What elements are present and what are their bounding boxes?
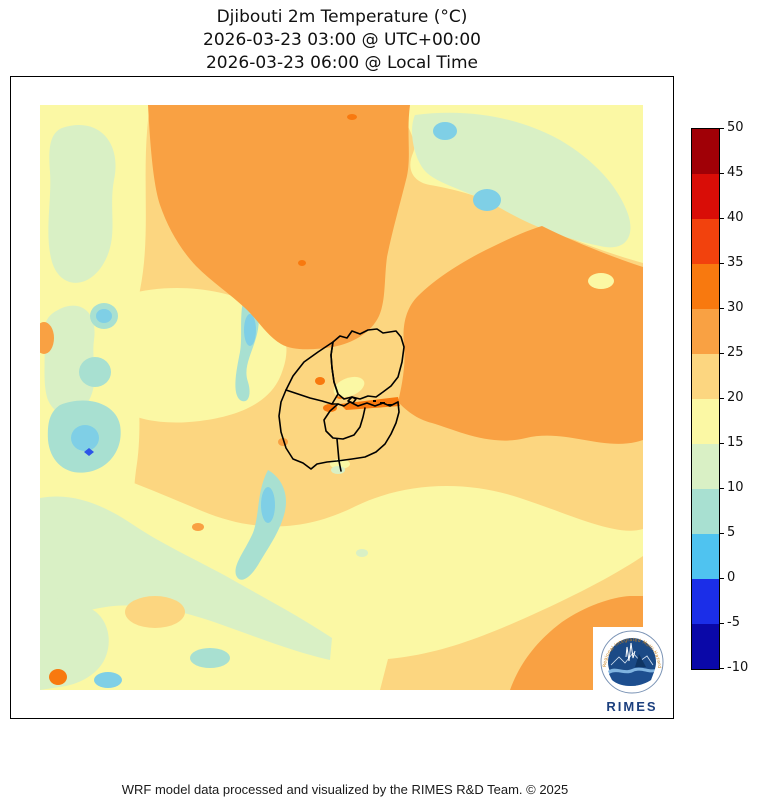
map-region-orange-sea — [398, 226, 643, 444]
temperature-contour-map — [40, 105, 643, 690]
map-region-northeast-green — [412, 112, 631, 248]
colorbar-band-30-35 — [692, 264, 719, 309]
waves-dark-icon — [609, 670, 654, 686]
map-region-west-green-north — [48, 125, 116, 283]
colorbar-label: -5 — [727, 615, 740, 630]
colorbar-label: 30 — [727, 300, 744, 315]
map-region-west-green-mid — [43, 305, 95, 416]
colorbar-tick — [719, 668, 724, 669]
map-region-coldest-dot — [84, 448, 94, 456]
colorbar-label: 25 — [727, 345, 744, 360]
colorbar-tick — [719, 128, 724, 129]
colorbar-label: 35 — [727, 255, 744, 270]
map-region-hot-spot-3 — [315, 377, 325, 385]
colorbar-label: -10 — [727, 660, 749, 675]
map-region-southwest-green-diagonal — [40, 496, 332, 660]
map-region-cold-spot-3 — [261, 487, 275, 523]
colorbar-tick — [719, 533, 724, 534]
colorbar-tick — [719, 488, 724, 489]
district-border-arta-divider — [336, 438, 340, 462]
colorbar-tick — [719, 173, 724, 174]
map-region-hot-spot-4 — [49, 669, 67, 685]
colorbar-label: 15 — [727, 435, 744, 450]
colorbar-tick — [719, 578, 724, 579]
colorbar-label: 20 — [727, 390, 744, 405]
map-region-green-dot-1 — [356, 549, 368, 557]
colorbar-band-35-40 — [692, 219, 719, 264]
map-region-southwest-green-corner — [40, 598, 109, 690]
map-region-hot-spot-1 — [323, 404, 337, 412]
logo-wordmark: RIMES — [606, 699, 658, 714]
rimes-logo-emblem: Regional Integrated Multi-Hazard Early W… — [591, 623, 664, 694]
colorbar-label: 10 — [727, 480, 744, 495]
colorbar-label: 0 — [727, 570, 736, 585]
colorbar-tick — [719, 263, 724, 264]
sail-icon — [635, 654, 646, 667]
map-region-orange-dot-1 — [192, 523, 204, 531]
colorbar-band-10-15 — [692, 444, 719, 489]
map-title: Djibouti 2m Temperature (°C) — [216, 7, 468, 27]
footer-credit: WRF model data processed and visualized … — [121, 782, 569, 797]
valid-time-local: 2026-03-23 06:00 @ Local Time — [205, 53, 479, 73]
colorbar-band-25-30 — [692, 309, 719, 354]
colorbar-tick — [719, 398, 724, 399]
colorbar-label: 5 — [727, 525, 736, 540]
map-region-hot-spot-6 — [298, 260, 306, 266]
map-region-aqua-pocket-south — [190, 648, 230, 668]
colorbar-band-15-20 — [692, 399, 719, 444]
map-region-cold-spot-6 — [473, 189, 501, 211]
map-region-green-dot-2 — [331, 466, 345, 474]
rimes-logo: Regional Integrated Multi-Hazard Early W… — [591, 623, 671, 715]
coastline-city-peninsula — [347, 396, 357, 404]
colorbar-tick — [719, 623, 724, 624]
figure-title-block: Djibouti 2m Temperature (°C) 2026-03-23 … — [0, 6, 684, 75]
map-region-yellow-oval-country — [333, 376, 365, 398]
colorbar-band-20-25 — [692, 354, 719, 399]
temperature-colorbar — [691, 128, 720, 670]
colorbar-tick — [719, 353, 724, 354]
map-region-aqua-pocket-2 — [79, 357, 111, 387]
map-region-yellow-oval-sea — [588, 273, 614, 289]
colorbar-band-neg10-neg5 — [692, 624, 719, 669]
map-region-orange-north-arm — [148, 105, 410, 350]
colorbar-tick — [719, 308, 724, 309]
island-dash-2 — [388, 404, 392, 406]
district-border-southwest — [278, 389, 400, 470]
colorbar-tick — [719, 218, 724, 219]
map-region-peach-pocket-south — [125, 596, 185, 628]
mountain-line-icon — [610, 652, 654, 666]
valid-time-utc: 2026-03-23 03:00 @ UTC+00:00 — [203, 30, 481, 50]
colorbar-band-45-50 — [692, 129, 719, 174]
colorbar-label: 40 — [727, 210, 744, 225]
map-region-cold-spot-1 — [71, 425, 99, 451]
district-border-arta — [323, 403, 366, 440]
map-region-hot-spot-5 — [347, 114, 357, 120]
map-region-cold-spot-7 — [96, 309, 112, 323]
colorbar-band-5-10 — [692, 489, 719, 534]
colorbar-label: 45 — [727, 165, 744, 180]
map-region-cold-spot-4 — [94, 672, 122, 688]
island-dash-3 — [373, 400, 376, 402]
colorbar-band-40-45 — [692, 174, 719, 219]
colorbar-label: 50 — [727, 120, 744, 135]
district-border-tadjourah — [285, 341, 339, 405]
colorbar-band-neg5-0 — [692, 579, 719, 624]
map-region-south-band-15-20 — [40, 455, 643, 690]
colorbar-band-0-5 — [692, 534, 719, 579]
coastline-gulf-south — [331, 401, 399, 407]
district-border-south-tick — [338, 460, 342, 472]
colorbar-tick — [719, 443, 724, 444]
map-region-cold-spot-5 — [433, 122, 457, 140]
map-region-orange-west-edge — [40, 322, 54, 354]
map-region-cold-spot-2 — [244, 314, 256, 346]
seismograph-icon — [625, 642, 636, 662]
